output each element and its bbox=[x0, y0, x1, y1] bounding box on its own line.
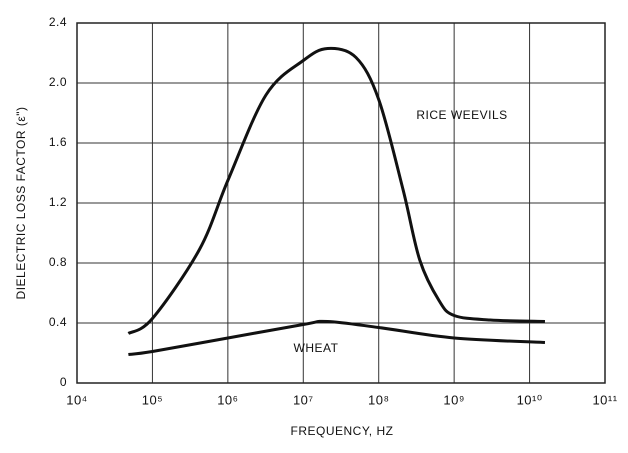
x-tick-label: 10¹⁰ bbox=[517, 392, 543, 407]
x-tick-label: 10⁶ bbox=[217, 392, 238, 407]
series-label: RICE WEEVILS bbox=[416, 108, 507, 122]
x-axis-label: FREQUENCY, HZ bbox=[291, 424, 394, 438]
series-label: WHEAT bbox=[294, 341, 339, 355]
plot-frame bbox=[76, 22, 606, 384]
y-axis-label: DIELECTRIC LOSS FACTOR (ε") bbox=[14, 107, 28, 300]
x-tick-label: 10⁸ bbox=[368, 392, 389, 407]
x-tick-label: 10⁴ bbox=[66, 392, 88, 407]
data-line bbox=[128, 319, 546, 356]
y-tick-label: 2.0 bbox=[49, 75, 67, 89]
x-tick-label: 10⁹ bbox=[443, 392, 465, 407]
x-tick-label: 10¹¹ bbox=[592, 392, 617, 407]
x-tick-label: 10⁷ bbox=[293, 392, 314, 407]
data-line bbox=[127, 46, 546, 335]
y-tick-label: 0.8 bbox=[49, 255, 67, 269]
y-tick-label: 2.4 bbox=[49, 15, 67, 29]
y-tick-label: 0.4 bbox=[49, 315, 67, 329]
y-tick-label: 0 bbox=[60, 375, 67, 389]
x-tick-label: 10⁵ bbox=[142, 392, 163, 407]
y-tick-label: 1.6 bbox=[49, 135, 67, 149]
y-tick-label: 1.2 bbox=[49, 195, 67, 209]
